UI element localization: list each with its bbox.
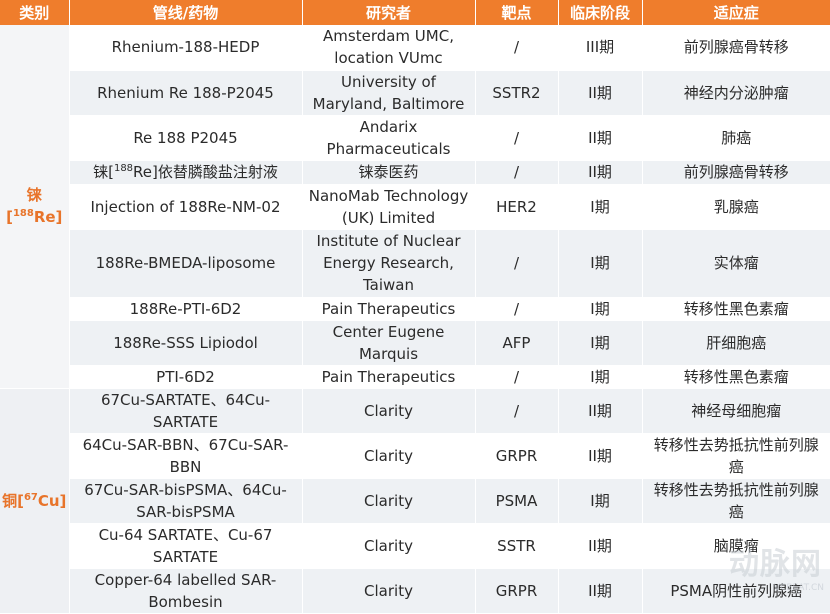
drug-cell: Injection of 188Re-NM-02 (69, 184, 303, 230)
table-row: 188Re-PTI-6D2 Pain Therapeutics / I期 转移性… (0, 297, 830, 321)
header-target: 靶点 (475, 0, 559, 25)
phase-cell: I期 (558, 320, 643, 366)
category-copper: 铜[67Cu] (0, 388, 70, 614)
phase-cell: III期 (558, 25, 643, 71)
table-row: 188Re-BMEDA-liposome Institute of Nuclea… (0, 229, 830, 298)
phase-cell: II期 (558, 160, 643, 185)
phase-cell: I期 (558, 184, 643, 230)
drug-cell: 64Cu-SAR-BBN、67Cu-SAR-BBN (69, 433, 303, 479)
table-row: Injection of 188Re-NM-02 NanoMab Technol… (0, 184, 830, 230)
table-row: 188Re-SSS Lipiodol Center Eugene Marquis… (0, 320, 830, 366)
indication-cell: 乳腺癌 (642, 184, 830, 230)
watermark-logo: 动脉网 (729, 547, 822, 582)
header-drug: 管线/药物 (69, 0, 303, 25)
indication-cell: 前列腺癌骨转移 (642, 25, 830, 71)
drug-cell: PTI-6D2 (69, 365, 303, 389)
researcher-cell: University of Maryland, Baltimore (302, 70, 476, 116)
target-cell: / (475, 229, 559, 298)
target-cell: / (475, 297, 559, 321)
table-row: Re 188 P2045 Andarix Pharmaceuticals / I… (0, 115, 830, 161)
researcher-cell: Pain Therapeutics (302, 365, 476, 389)
drug-cell: 铼[188Re]依替膦酸盐注射液 (69, 160, 303, 185)
target-cell: GRPR (475, 433, 559, 479)
phase-cell: II期 (558, 115, 643, 161)
table-row: 铼[188Re] Rhenium-188-HEDP Amsterdam UMC,… (0, 25, 830, 389)
researcher-cell: NanoMab Technology (UK) Limited (302, 184, 476, 230)
drug-cell: 188Re-SSS Lipiodol (69, 320, 303, 366)
phase-cell: I期 (558, 478, 643, 524)
researcher-cell: Clarity (302, 523, 476, 569)
indication-cell: 转移性黑色素瘤 (642, 297, 830, 321)
phase-cell: I期 (558, 229, 643, 298)
indication-cell: 实体瘤 (642, 229, 830, 298)
researcher-cell: Pain Therapeutics (302, 297, 476, 321)
drug-cell: Rhenium Re 188-P2045 (69, 70, 303, 116)
indication-cell: 肺癌 (642, 115, 830, 161)
header-researcher: 研究者 (302, 0, 476, 25)
indication-cell: 脑膜瘤 (642, 523, 830, 569)
drug-cell: 188Re-PTI-6D2 (69, 297, 303, 321)
phase-cell: II期 (558, 568, 643, 614)
researcher-cell: Clarity (302, 568, 476, 614)
drug-cell: 67Cu-SARTATE、64Cu-SARTATE (69, 388, 303, 434)
indication-cell: 肝细胞癌 (642, 320, 830, 366)
drug-cell: 188Re-BMEDA-liposome (69, 229, 303, 298)
target-cell: PSMA (475, 478, 559, 524)
drug-cell: 67Cu-SAR-bisPSMA、64Cu-SAR-bisPSMA (69, 478, 303, 524)
category-rhenium: 铼[188Re] (0, 25, 70, 389)
indication-cell: 转移性去势抵抗性前列腺癌 (642, 433, 830, 479)
target-cell: / (475, 365, 559, 389)
phase-cell: I期 (558, 365, 643, 389)
watermark-url: VCBEAT.CN (773, 583, 824, 593)
drug-cell: Re 188 P2045 (69, 115, 303, 161)
target-cell: / (475, 388, 559, 434)
researcher-cell: Andarix Pharmaceuticals (302, 115, 476, 161)
drug-cell: Rhenium-188-HEDP (69, 25, 303, 71)
target-cell: GRPR (475, 568, 559, 614)
target-cell: / (475, 25, 559, 71)
indication-cell: 神经母细胞瘤 (642, 388, 830, 434)
researcher-cell: 铼泰医药 (302, 160, 476, 185)
phase-cell: II期 (558, 433, 643, 479)
indication-cell: 前列腺癌骨转移 (642, 160, 830, 185)
researcher-cell: Clarity (302, 388, 476, 434)
phase-cell: II期 (558, 388, 643, 434)
researcher-cell: Center Eugene Marquis (302, 320, 476, 366)
phase-cell: II期 (558, 523, 643, 569)
researcher-cell: Amsterdam UMC, location VUmc (302, 25, 476, 71)
target-cell: / (475, 160, 559, 185)
table-row: 铼[188Re]依替膦酸盐注射液 铼泰医药 / II期 前列腺癌骨转移 (0, 160, 830, 185)
indication-cell: 神经内分泌肿瘤 (642, 70, 830, 116)
researcher-cell: Clarity (302, 478, 476, 524)
header-category: 类别 (0, 0, 70, 25)
phase-cell: I期 (558, 297, 643, 321)
header-indication: 适应症 (642, 0, 830, 25)
target-cell: HER2 (475, 184, 559, 230)
table-row: Cu-64 SARTATE、Cu-67 SARTATE Clarity SSTR… (0, 523, 830, 569)
indication-cell: 转移性去势抵抗性前列腺癌 (642, 478, 830, 524)
target-cell: SSTR2 (475, 70, 559, 116)
drug-cell: Cu-64 SARTATE、Cu-67 SARTATE (69, 523, 303, 569)
table-row: PTI-6D2 Pain Therapeutics / I期 转移性黑色素瘤 (0, 365, 830, 389)
target-cell: SSTR (475, 523, 559, 569)
drug-cell: Copper-64 labelled SAR-Bombesin (69, 568, 303, 614)
table-row: Copper-64 labelled SAR-Bombesin Clarity … (0, 568, 830, 614)
target-cell: AFP (475, 320, 559, 366)
researcher-cell: Institute of Nuclear Energy Research, Ta… (302, 229, 476, 298)
table-row: 64Cu-SAR-BBN、67Cu-SAR-BBN Clarity GRPR I… (0, 433, 830, 479)
researcher-cell: Clarity (302, 433, 476, 479)
indication-cell: 转移性黑色素瘤 (642, 365, 830, 389)
table-row: Rhenium Re 188-P2045 University of Maryl… (0, 70, 830, 116)
table-row: 67Cu-SAR-bisPSMA、64Cu-SAR-bisPSMA Clarit… (0, 478, 830, 524)
header-phase: 临床阶段 (558, 0, 643, 25)
target-cell: / (475, 115, 559, 161)
header-row: 类别 管线/药物 研究者 靶点 临床阶段 适应症 (0, 0, 830, 25)
table-row: 铜[67Cu] 67Cu-SARTATE、64Cu-SARTATE Clarit… (0, 388, 830, 614)
phase-cell: II期 (558, 70, 643, 116)
